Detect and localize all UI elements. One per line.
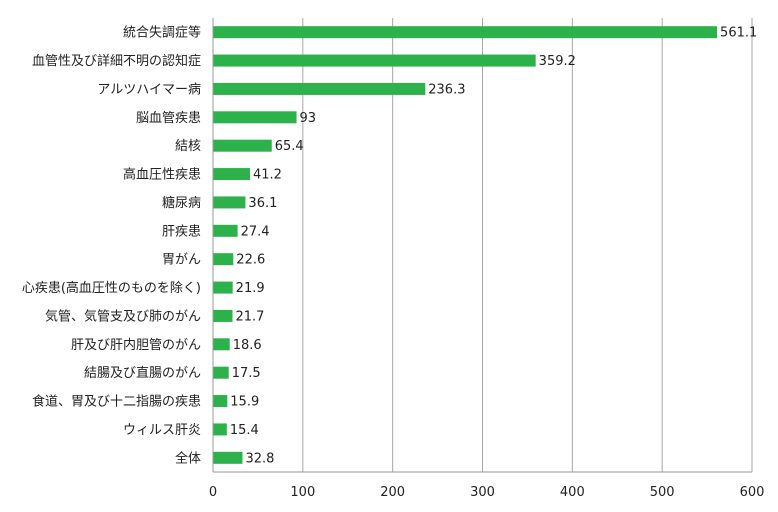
category-label: 肝及び肝内胆管のがん [71, 337, 201, 353]
category-label: 高血圧性疾患 [123, 167, 201, 183]
category-label: 糖尿病 [162, 195, 201, 211]
category-label: 脳血管疾患 [136, 111, 201, 126]
bar [213, 281, 233, 294]
bar [213, 196, 246, 209]
x-tick-label: 600 [740, 485, 765, 500]
bar [213, 366, 229, 379]
category-label: 気管、気管支及び肺のがん [45, 308, 201, 324]
category-label: アルツハイマー病 [97, 82, 201, 97]
bar [213, 224, 238, 237]
category-label: 血管性及び詳細不明の認知症 [32, 53, 201, 69]
x-tick-label: 200 [380, 485, 405, 500]
bars [213, 26, 718, 464]
bar [213, 451, 243, 464]
x-axis-tick-labels: 0 100 200 300 400 500 600 [209, 485, 765, 500]
category-label: 統合失調症等 [123, 25, 201, 41]
category-label: ウィルス肝炎 [123, 423, 201, 438]
x-tick-label: 500 [650, 485, 675, 500]
value-label: 21.7 [235, 309, 264, 324]
value-label: 359.2 [539, 54, 576, 69]
x-tick-label: 300 [470, 485, 495, 500]
bar [213, 82, 426, 95]
x-tick-label: 400 [560, 485, 585, 500]
category-label: 胃がん [162, 253, 201, 268]
value-label: 15.4 [230, 423, 259, 438]
value-label: 18.6 [233, 338, 262, 353]
bar [213, 423, 227, 436]
value-label: 15.9 [230, 395, 259, 410]
bar [213, 26, 718, 39]
value-label: 27.4 [241, 224, 270, 239]
value-labels: 561.1 359.2 236.3 93 65.4 41.2 36.1 27.4 22.6 21.… [230, 26, 757, 467]
bar [213, 139, 272, 152]
category-label: 結腸及び直腸のがん [84, 366, 201, 381]
bar [213, 309, 233, 322]
value-label: 65.4 [275, 139, 304, 154]
category-labels: 統合失調症等血管性及び詳細不明の認知症アルツハイマー病脳血管疾患結核高血圧性疾患… [22, 25, 201, 467]
value-label: 41.2 [253, 168, 282, 183]
x-tick-label: 100 [290, 485, 315, 500]
value-label: 36.1 [248, 196, 277, 211]
bar [213, 338, 230, 351]
value-label: 236.3 [428, 82, 465, 97]
category-label: 結核 [175, 139, 201, 154]
value-label: 93 [300, 111, 317, 126]
bar [213, 111, 297, 124]
value-label: 17.5 [232, 366, 261, 381]
value-label: 561.1 [720, 26, 757, 41]
category-label: 食道、胃及び十二指腸の疾患 [32, 394, 201, 410]
bar [213, 253, 234, 266]
category-label: 心疾患(高血圧性のものを除く) [22, 280, 201, 296]
category-label: 肝疾患 [162, 224, 201, 239]
bar [213, 54, 536, 67]
bar [213, 395, 228, 408]
value-label: 21.9 [236, 281, 265, 296]
value-label: 22.6 [236, 253, 265, 268]
value-label: 32.8 [245, 451, 274, 466]
category-label: 全体 [175, 450, 201, 466]
x-tick-label: 0 [209, 485, 217, 500]
bar [213, 168, 251, 181]
